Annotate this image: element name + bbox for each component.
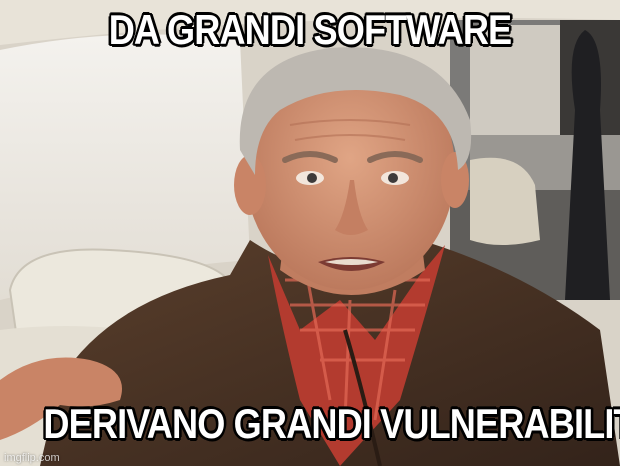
plaid-shirt bbox=[268, 245, 445, 466]
left-window bbox=[0, 34, 250, 300]
nose bbox=[335, 180, 368, 235]
hand bbox=[0, 357, 122, 440]
imgflip-watermark: imgflip.com bbox=[4, 452, 60, 464]
left-ear bbox=[234, 155, 266, 215]
teeth bbox=[325, 259, 378, 265]
face bbox=[245, 50, 455, 290]
right-eyebrow bbox=[367, 151, 423, 163]
right-seat bbox=[470, 157, 540, 245]
hair bbox=[239, 47, 472, 175]
jacket-zipper bbox=[343, 329, 382, 466]
forehead-lines bbox=[289, 119, 411, 141]
left-pupil bbox=[307, 173, 317, 183]
right-pupil bbox=[388, 173, 398, 183]
street-building bbox=[470, 25, 560, 135]
pedestrian bbox=[565, 30, 610, 300]
meme-top-text: DA GRANDI SOFTWARE bbox=[108, 6, 512, 53]
left-eyebrow bbox=[282, 151, 338, 163]
car-roof bbox=[0, 0, 620, 45]
meme-bottom-text: DERIVANO GRANDI VULNERABILITÀ bbox=[43, 400, 620, 447]
